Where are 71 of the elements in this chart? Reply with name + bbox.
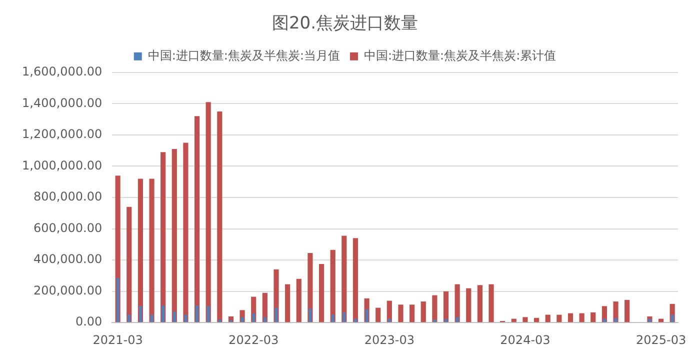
bar <box>342 236 347 322</box>
y-tick-label: 0.00 <box>75 314 102 329</box>
legend-label: 中国:进口数量:焦炭及半焦炭:当月值 <box>148 48 340 63</box>
x-tick-label: 2021-03 <box>92 332 143 347</box>
bar <box>488 284 494 322</box>
y-tick-label: 400,000.00 <box>33 252 102 266</box>
bar <box>511 318 516 322</box>
bar <box>206 306 210 322</box>
bar <box>217 111 222 322</box>
bar <box>477 285 482 322</box>
bar <box>579 313 584 322</box>
bar <box>590 312 596 322</box>
bar <box>331 314 334 322</box>
bar <box>545 314 550 322</box>
bar <box>183 142 188 322</box>
bar <box>354 318 357 322</box>
x-tick-label: 2024-03 <box>500 332 550 347</box>
bar <box>388 318 391 322</box>
bar <box>128 314 131 322</box>
bar <box>444 318 448 322</box>
x-tick-label: 2025-03 <box>636 332 686 347</box>
bar <box>568 313 574 322</box>
bar <box>196 305 198 322</box>
chart-title: 图20.焦炭进口数量 <box>272 14 418 34</box>
bar <box>160 152 166 322</box>
bar <box>443 291 449 322</box>
bar <box>352 238 358 322</box>
bar <box>318 264 324 322</box>
bar <box>206 102 211 322</box>
y-tick-label: 1,000,000.00 <box>22 158 102 172</box>
bar <box>556 314 562 322</box>
y-tick-label: 1,600,000.00 <box>22 64 102 79</box>
bar <box>658 318 664 322</box>
bar <box>149 178 154 322</box>
bar <box>603 318 606 322</box>
bar <box>308 253 313 322</box>
bar <box>648 318 652 322</box>
y-tick-label: 600,000.00 <box>33 220 102 235</box>
bar <box>534 318 540 322</box>
bar <box>172 149 177 322</box>
bar <box>172 312 176 322</box>
bar <box>624 300 630 322</box>
bar <box>194 116 200 322</box>
bar <box>330 250 336 322</box>
bar <box>126 206 132 322</box>
bar <box>342 312 346 322</box>
bar <box>138 178 143 322</box>
y-tick-label: 1,200,000.00 <box>22 127 102 142</box>
bar <box>466 288 472 322</box>
bar <box>410 304 415 322</box>
bar <box>420 301 426 322</box>
bar <box>522 317 528 322</box>
bar <box>613 301 618 322</box>
bar <box>285 284 290 322</box>
bar <box>398 304 404 322</box>
bar <box>252 313 256 322</box>
bar <box>432 295 438 322</box>
legend-label: 中国:进口数量:焦炭及半焦炭:累计值 <box>364 48 556 63</box>
x-tick-label: 2023-03 <box>364 332 414 347</box>
x-tick-label: 2022-03 <box>228 332 279 347</box>
bar <box>296 278 302 322</box>
y-tick-label: 200,000.00 <box>33 283 102 298</box>
bar <box>162 305 164 322</box>
bar <box>670 314 674 322</box>
y-tick-label: 1,400,000.00 <box>22 96 102 110</box>
bar <box>454 284 460 322</box>
bar <box>139 306 142 322</box>
bar <box>376 308 381 322</box>
y-tick-label: 800,000.00 <box>33 190 102 204</box>
bar <box>274 308 278 322</box>
bar <box>264 317 266 322</box>
